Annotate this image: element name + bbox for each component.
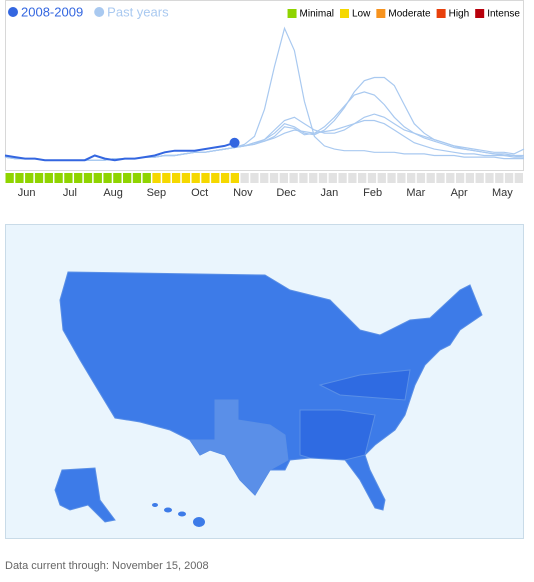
activity-cell	[201, 173, 210, 183]
x-tick-label: Feb	[363, 187, 382, 199]
x-tick-label: Oct	[191, 187, 208, 199]
activity-cell	[485, 173, 494, 183]
activity-cell	[132, 173, 142, 183]
alaska	[54, 467, 116, 523]
activity-cell	[495, 173, 504, 183]
hawaii	[152, 503, 158, 507]
hawaii	[164, 507, 172, 513]
activity-cell	[15, 173, 24, 183]
activity-cell	[367, 173, 377, 183]
activity-legend-swatch	[475, 9, 485, 18]
activity-cell	[240, 173, 249, 183]
activity-cell	[152, 173, 161, 183]
darker-states	[299, 409, 376, 461]
activity-cell	[103, 173, 112, 183]
x-tick-label: Jun	[18, 187, 36, 199]
activity-cell	[44, 173, 53, 183]
footer: Data current through: November 15, 2008	[5, 560, 209, 572]
activity-cell	[162, 173, 171, 183]
activity-legend-label: Minimal	[300, 9, 334, 20]
texas	[189, 399, 289, 496]
activity-cell	[426, 173, 435, 183]
activity-cell	[455, 173, 465, 183]
activity-cell	[358, 173, 367, 183]
activity-cell	[387, 173, 396, 183]
activity-cell	[74, 173, 83, 183]
x-tick-label: Sep	[147, 187, 167, 199]
x-tick-label: May	[492, 187, 513, 199]
activity-cell	[93, 173, 102, 183]
activity-cell	[318, 173, 328, 183]
activity-cell	[504, 173, 514, 183]
us-map	[54, 271, 483, 527]
activity-cell	[465, 173, 475, 183]
activity-cell	[34, 173, 44, 183]
x-tick-label: Apr	[451, 187, 468, 199]
activity-cell	[309, 173, 318, 183]
hawaii	[193, 517, 205, 527]
legend-dot	[8, 7, 18, 17]
activity-cell	[377, 173, 386, 183]
activity-legend-swatch	[376, 9, 386, 18]
activity-legend-swatch	[436, 9, 446, 18]
x-tick-label: Dec	[276, 187, 296, 199]
activity-cell	[397, 173, 406, 183]
activity-cell	[191, 173, 200, 183]
activity-cell	[250, 173, 259, 183]
x-tick-label: Jul	[63, 187, 77, 199]
activity-cell	[446, 173, 455, 183]
activity-cell	[83, 173, 93, 183]
activity-cell	[211, 173, 220, 183]
legend-dot	[94, 7, 105, 17]
activity-legend-swatch	[287, 9, 297, 18]
activity-legend-label: High	[449, 9, 470, 20]
activity-cell	[338, 173, 347, 183]
activity-cell	[436, 173, 445, 183]
activity-cell	[64, 173, 73, 183]
mainland	[59, 271, 483, 511]
x-tick-label: Nov	[233, 187, 253, 199]
activity-cell	[348, 173, 357, 183]
past-year-line	[4, 119, 524, 161]
activity-cell	[299, 173, 308, 183]
activity-cell	[181, 173, 191, 183]
legend-label: 2008-2009	[21, 4, 83, 19]
activity-cell	[220, 173, 230, 183]
x-tick-label: Aug	[103, 187, 123, 199]
activity-cell	[230, 173, 240, 183]
activity-cell	[25, 173, 34, 183]
activity-cell	[171, 173, 181, 183]
activity-cell	[142, 173, 151, 183]
activity-cell	[406, 173, 416, 183]
activity-cell	[514, 173, 523, 183]
activity-cell	[5, 173, 14, 183]
activity-cell	[54, 173, 63, 183]
activity-legend-label: Moderate	[388, 9, 431, 20]
activity-cell	[328, 173, 337, 183]
activity-legend-label: Intense	[487, 9, 520, 20]
current-line	[4, 141, 235, 162]
hawaii	[178, 511, 186, 517]
darker-states	[318, 369, 411, 401]
activity-cell	[289, 173, 298, 183]
legend-label: Past years	[107, 4, 169, 19]
activity-cell	[279, 173, 288, 183]
activity-cell	[269, 173, 279, 183]
activity-cell	[123, 173, 132, 183]
x-tick-label: Jan	[321, 187, 339, 199]
x-tick-label: Mar	[406, 187, 425, 199]
activity-cell	[260, 173, 269, 183]
activity-cell	[113, 173, 122, 183]
current-dot	[229, 137, 240, 148]
activity-cell	[475, 173, 484, 183]
activity-cell	[416, 173, 426, 183]
activity-legend-label: Low	[352, 9, 371, 20]
activity-legend-swatch	[340, 9, 349, 18]
